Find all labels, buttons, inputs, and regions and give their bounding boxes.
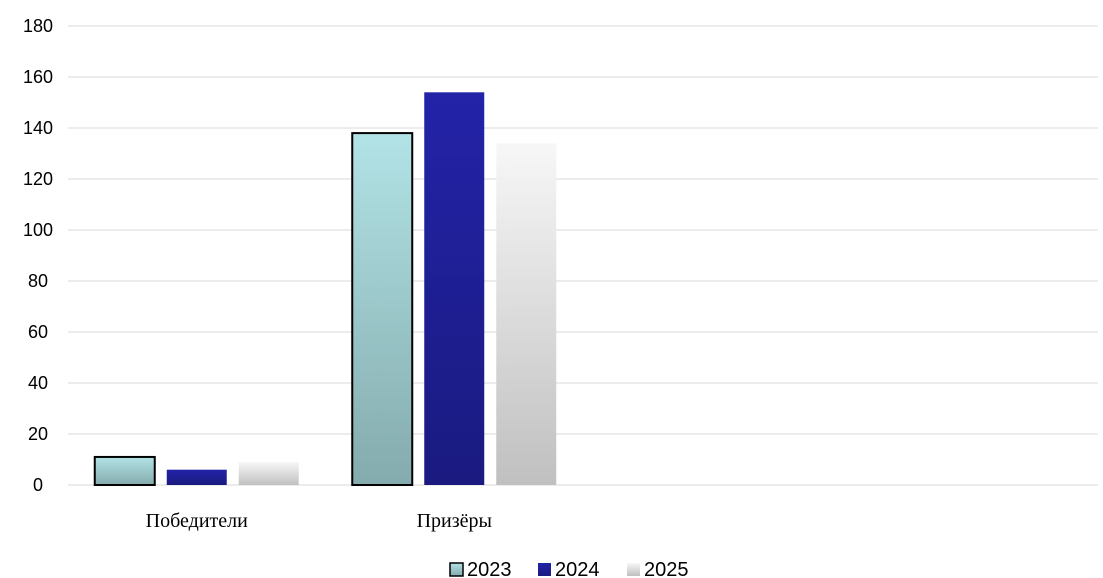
y-tick-label: 40	[28, 373, 48, 393]
y-tick-label: 0	[33, 475, 43, 495]
y-tick-label: 20	[28, 424, 48, 444]
y-tick-label: 140	[23, 118, 53, 138]
bars	[93, 92, 557, 487]
x-category-label: Призёры	[417, 510, 492, 532]
grid-lines	[68, 25, 1098, 486]
legend-label-2024: 2024	[555, 559, 600, 578]
bar-2024-1	[166, 469, 227, 485]
legend-swatch-2025	[627, 563, 640, 576]
x-axis-labels: Победители Призёры	[146, 510, 492, 532]
y-tick-label: 80	[28, 271, 48, 291]
legend-label-2025: 2025	[644, 559, 689, 578]
y-tick-label: 60	[28, 322, 48, 342]
y-tick-label: 180	[23, 16, 53, 36]
bar-2023-1	[93, 455, 156, 487]
y-tick-label: 100	[23, 220, 53, 240]
bar-2025-1	[238, 462, 299, 485]
x-category-label: Победители	[146, 510, 248, 532]
y-tick-label: 120	[23, 169, 53, 189]
legend-swatch-2024	[538, 563, 551, 576]
y-tick-label: 160	[23, 67, 53, 87]
legend-swatch-2023	[449, 562, 464, 577]
legend: 2023 2024 2025	[449, 559, 689, 578]
bar-2024-2	[424, 92, 485, 486]
y-axis-ticks: 0 20 40 60 80 100 120 140 160 180	[23, 16, 53, 495]
legend-label-2023: 2023	[467, 559, 512, 578]
bar-2023-2	[351, 132, 414, 486]
bar-2025-2	[496, 143, 557, 486]
